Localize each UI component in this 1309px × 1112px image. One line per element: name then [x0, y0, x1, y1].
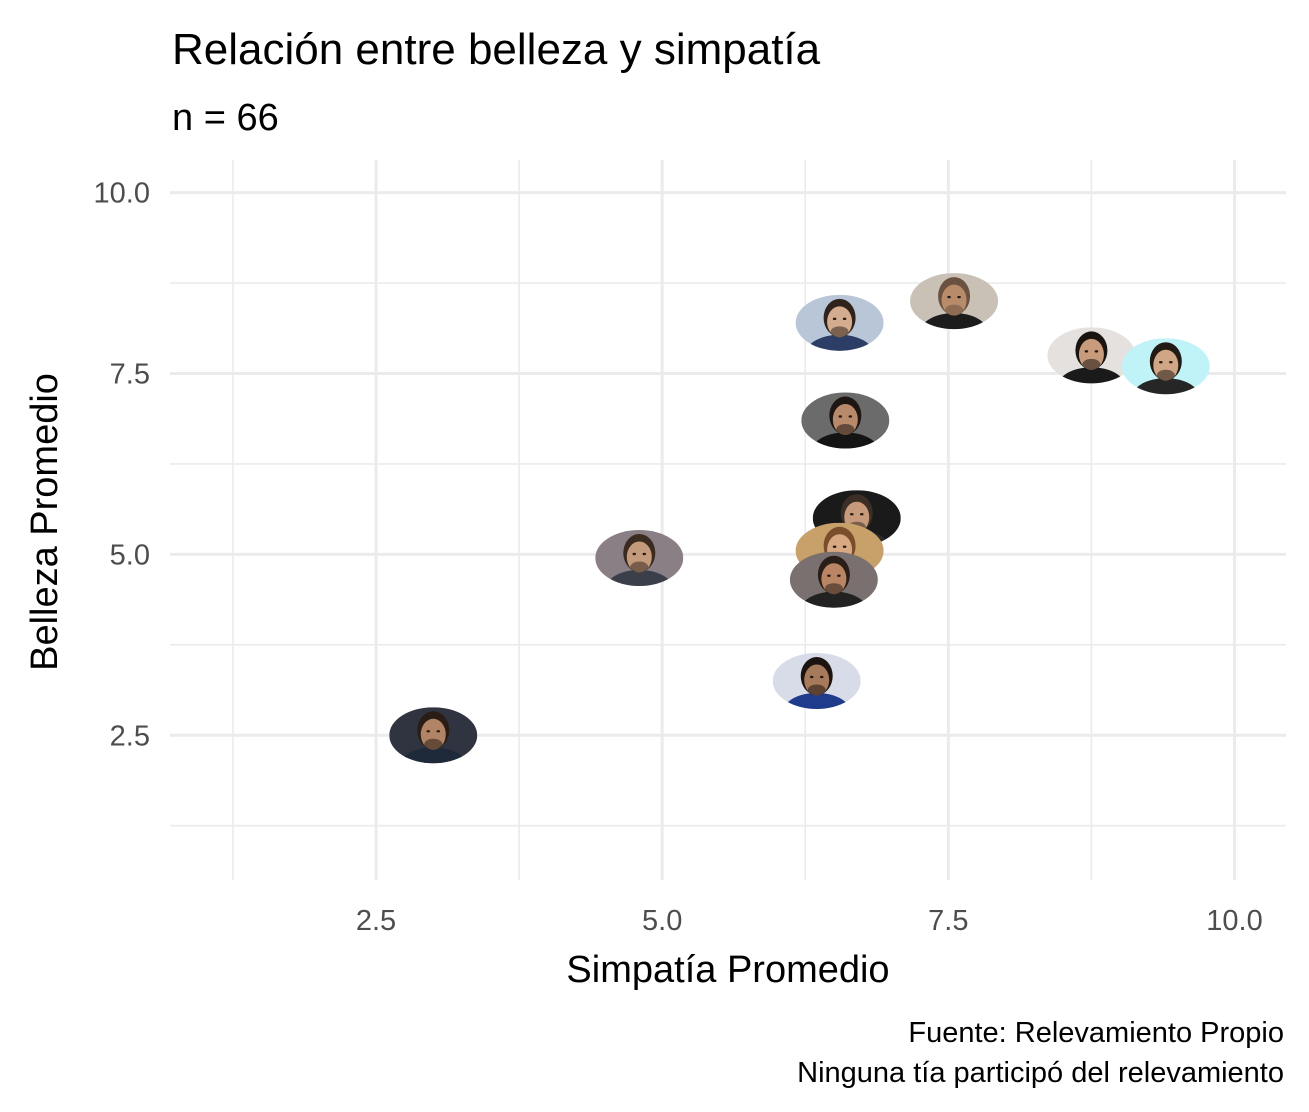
chart-title: Relación entre belleza y simpatía — [172, 25, 821, 74]
chart-subtitle: n = 66 — [172, 97, 279, 139]
x-tick-label: 10.0 — [1206, 905, 1262, 937]
caption-source: Fuente: Relevamiento Propio — [908, 1017, 1284, 1049]
data-point — [801, 392, 890, 449]
y-axis-title: Belleza Promedio — [24, 373, 66, 671]
data-point — [910, 273, 999, 330]
data-point — [795, 294, 884, 351]
caption-note: Ninguna tía participó del relevamiento — [797, 1057, 1284, 1089]
data-point — [389, 707, 478, 764]
data-point — [1047, 327, 1136, 384]
x-axis-ticks: 2.5 5.0 7.5 10.0 — [356, 905, 1263, 937]
x-tick-label: 7.5 — [928, 905, 968, 937]
y-tick-label: 5.0 — [110, 539, 150, 571]
data-points — [389, 273, 1210, 764]
data-point — [595, 529, 684, 586]
x-tick-label: 2.5 — [356, 905, 396, 937]
y-tick-label: 10.0 — [94, 178, 150, 210]
data-point — [789, 551, 878, 608]
y-tick-label: 7.5 — [110, 358, 150, 390]
grid — [170, 160, 1286, 880]
x-tick-label: 5.0 — [642, 905, 682, 937]
y-axis-ticks: 2.5 5.0 7.5 10.0 — [94, 178, 150, 753]
data-point — [1121, 338, 1210, 395]
y-tick-label: 2.5 — [110, 720, 150, 752]
x-axis-title: Simpatía Promedio — [566, 949, 889, 991]
data-point — [772, 653, 861, 710]
